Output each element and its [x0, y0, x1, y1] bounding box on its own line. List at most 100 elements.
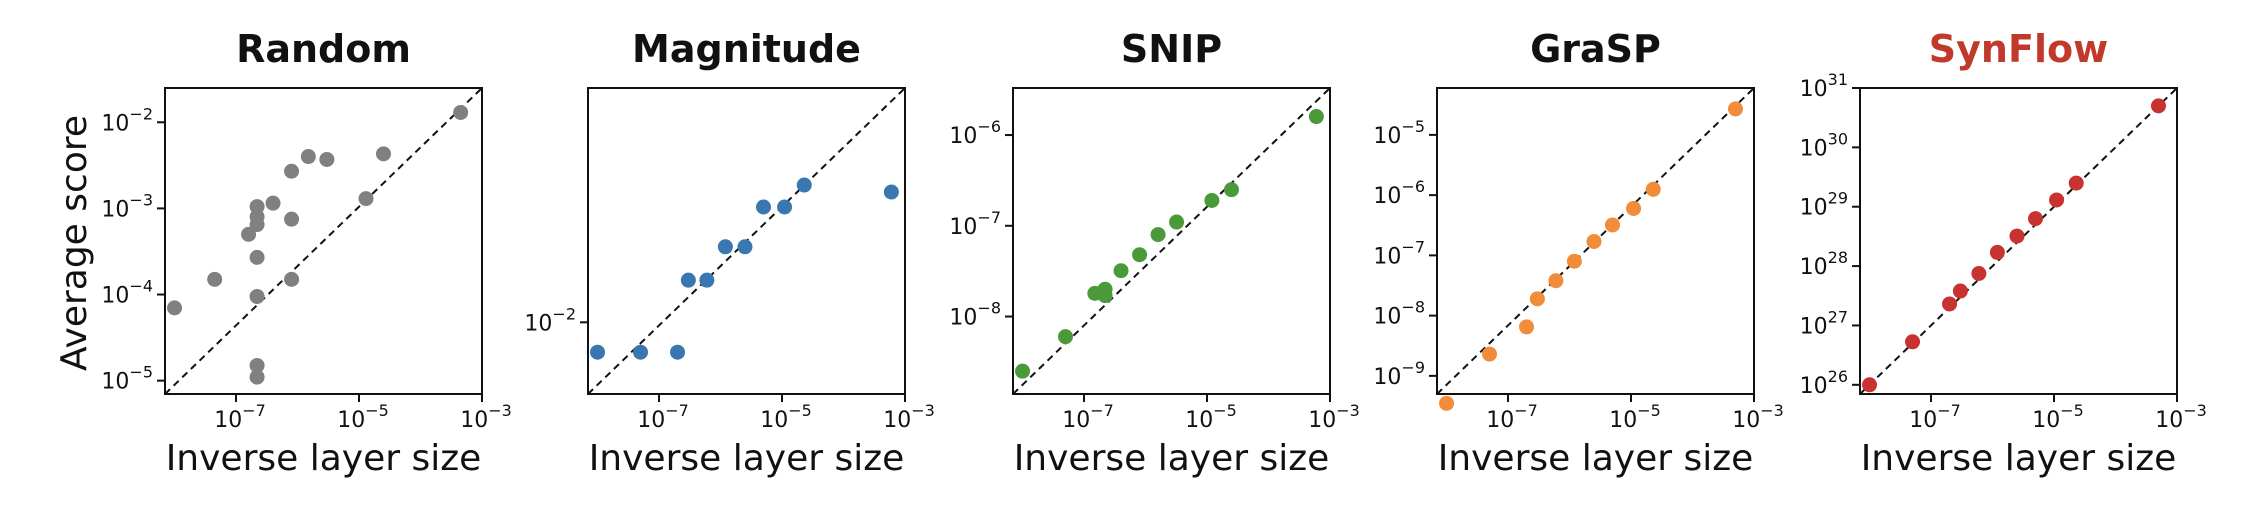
y-tick-label: 10−5	[101, 363, 153, 395]
data-point	[1942, 296, 1958, 312]
data-point	[284, 163, 300, 179]
data-point	[207, 271, 223, 287]
x-tick-label: 10−7	[1486, 401, 1538, 433]
x-tick-label: 10−3	[1732, 401, 1784, 433]
y-tick-label: 10−3	[101, 190, 153, 222]
data-point	[284, 271, 300, 287]
data-point	[680, 272, 696, 288]
x-tick-label: 10−7	[1062, 401, 1114, 433]
panel-title-magnitude: Magnitude	[632, 27, 861, 71]
x-axis-label: Inverse layer size	[1438, 438, 1754, 479]
x-tick-label: 10−3	[2155, 401, 2207, 433]
data-point	[777, 199, 793, 215]
data-point	[319, 151, 335, 167]
data-point	[590, 344, 606, 360]
data-point	[1058, 329, 1074, 345]
axes-frame	[164, 87, 483, 395]
data-point	[1308, 109, 1324, 125]
data-point	[1439, 395, 1455, 411]
data-point	[2068, 175, 2084, 191]
y-tick-label: 10−7	[1373, 237, 1425, 269]
data-point	[2028, 211, 2043, 227]
y-tick-label: 1027	[1800, 307, 1848, 339]
x-axis-label: Inverse layer size	[589, 438, 905, 479]
x-tick-label: 10−3	[883, 401, 935, 433]
y-tick-label: 1031	[1800, 70, 1848, 102]
reference-line	[1013, 88, 1330, 394]
data-point	[1223, 182, 1239, 198]
data-point	[1482, 346, 1498, 362]
y-tick-label: 10−6	[1373, 177, 1425, 209]
data-point	[375, 146, 391, 162]
data-point	[1971, 266, 1987, 281]
data-point	[300, 149, 316, 165]
data-point	[796, 177, 812, 193]
panel-title-synflow: SynFlow	[1929, 27, 2108, 71]
data-point	[1529, 291, 1545, 307]
panel-random: Random 10−7 10−5 10−3 10−5 10−4 10−3 10−2 Invers…	[101, 27, 511, 479]
data-point	[1204, 192, 1220, 208]
axes-frame	[1436, 87, 1755, 395]
data-point	[1862, 377, 1878, 393]
data-point	[249, 357, 265, 373]
data-point	[1097, 281, 1113, 297]
data-point	[717, 239, 733, 255]
data-point	[453, 104, 469, 120]
points-magnitude	[590, 177, 899, 360]
data-point	[1548, 273, 1564, 289]
data-point	[883, 184, 899, 200]
points-synflow	[1862, 98, 2166, 393]
data-point	[633, 344, 649, 360]
x-tick-label: 10−3	[460, 401, 512, 433]
reference-line	[165, 88, 482, 394]
panel-title-random: Random	[236, 27, 411, 71]
y-tick-label: 10−8	[1373, 298, 1425, 330]
x-tick-label: 10−3	[1308, 401, 1360, 433]
data-point	[2049, 192, 2065, 208]
data-point	[670, 344, 686, 360]
x-tick-label: 10−5	[760, 401, 812, 433]
x-axis-label: Inverse layer size	[1861, 438, 2177, 479]
data-point	[249, 369, 265, 385]
panel-grasp: GraSP 10−7 10−5 10−3 10−9 10−8 10−7 10−6 10−5 Inv…	[1373, 27, 1783, 479]
data-point	[249, 199, 265, 215]
y-tick-label: 10−8	[949, 299, 1001, 331]
data-point	[1150, 227, 1166, 243]
axes-frame	[1012, 87, 1331, 395]
data-point	[756, 199, 771, 215]
data-point	[1113, 263, 1129, 279]
y-tick-label: 10−7	[949, 208, 1001, 240]
x-axis-label: Inverse layer size	[1014, 438, 1330, 479]
y-tick-label: 10−2	[524, 304, 576, 336]
data-point	[1566, 253, 1582, 269]
x-tick-label: 10−7	[637, 401, 689, 433]
points-grasp	[1439, 101, 1743, 411]
data-point	[1905, 334, 1921, 350]
data-point	[1952, 283, 1968, 299]
data-point	[2009, 228, 2025, 244]
data-point	[1727, 101, 1743, 117]
y-tick-label: 10−6	[949, 117, 1001, 149]
y-tick-label: 1029	[1800, 189, 1848, 221]
y-tick-label: 10−5	[1373, 117, 1425, 149]
data-point	[1645, 181, 1661, 197]
x-tick-label: 10−5	[1609, 401, 1661, 433]
data-point	[1132, 247, 1148, 263]
x-tick-label: 10−5	[2032, 401, 2084, 433]
data-point	[2150, 98, 2166, 114]
y-tick-label: 1026	[1800, 367, 1848, 399]
data-point	[699, 272, 715, 288]
panel-magnitude: Magnitude 10−7 10−5 10−3 10−2 Inverse layer s…	[524, 27, 934, 479]
data-point	[249, 288, 265, 304]
y-axis-label: Average score	[54, 115, 95, 371]
data-point	[1519, 319, 1535, 335]
data-point	[284, 211, 300, 227]
panel-snip: SNIP 10−7 10−5 10−3 10−8 10−7 10−6 Inverse laye…	[949, 27, 1359, 479]
data-point	[1605, 217, 1620, 233]
x-tick-label: 10−5	[337, 401, 389, 433]
data-point	[167, 300, 183, 316]
data-point	[241, 226, 257, 242]
axes-frame	[587, 87, 906, 395]
